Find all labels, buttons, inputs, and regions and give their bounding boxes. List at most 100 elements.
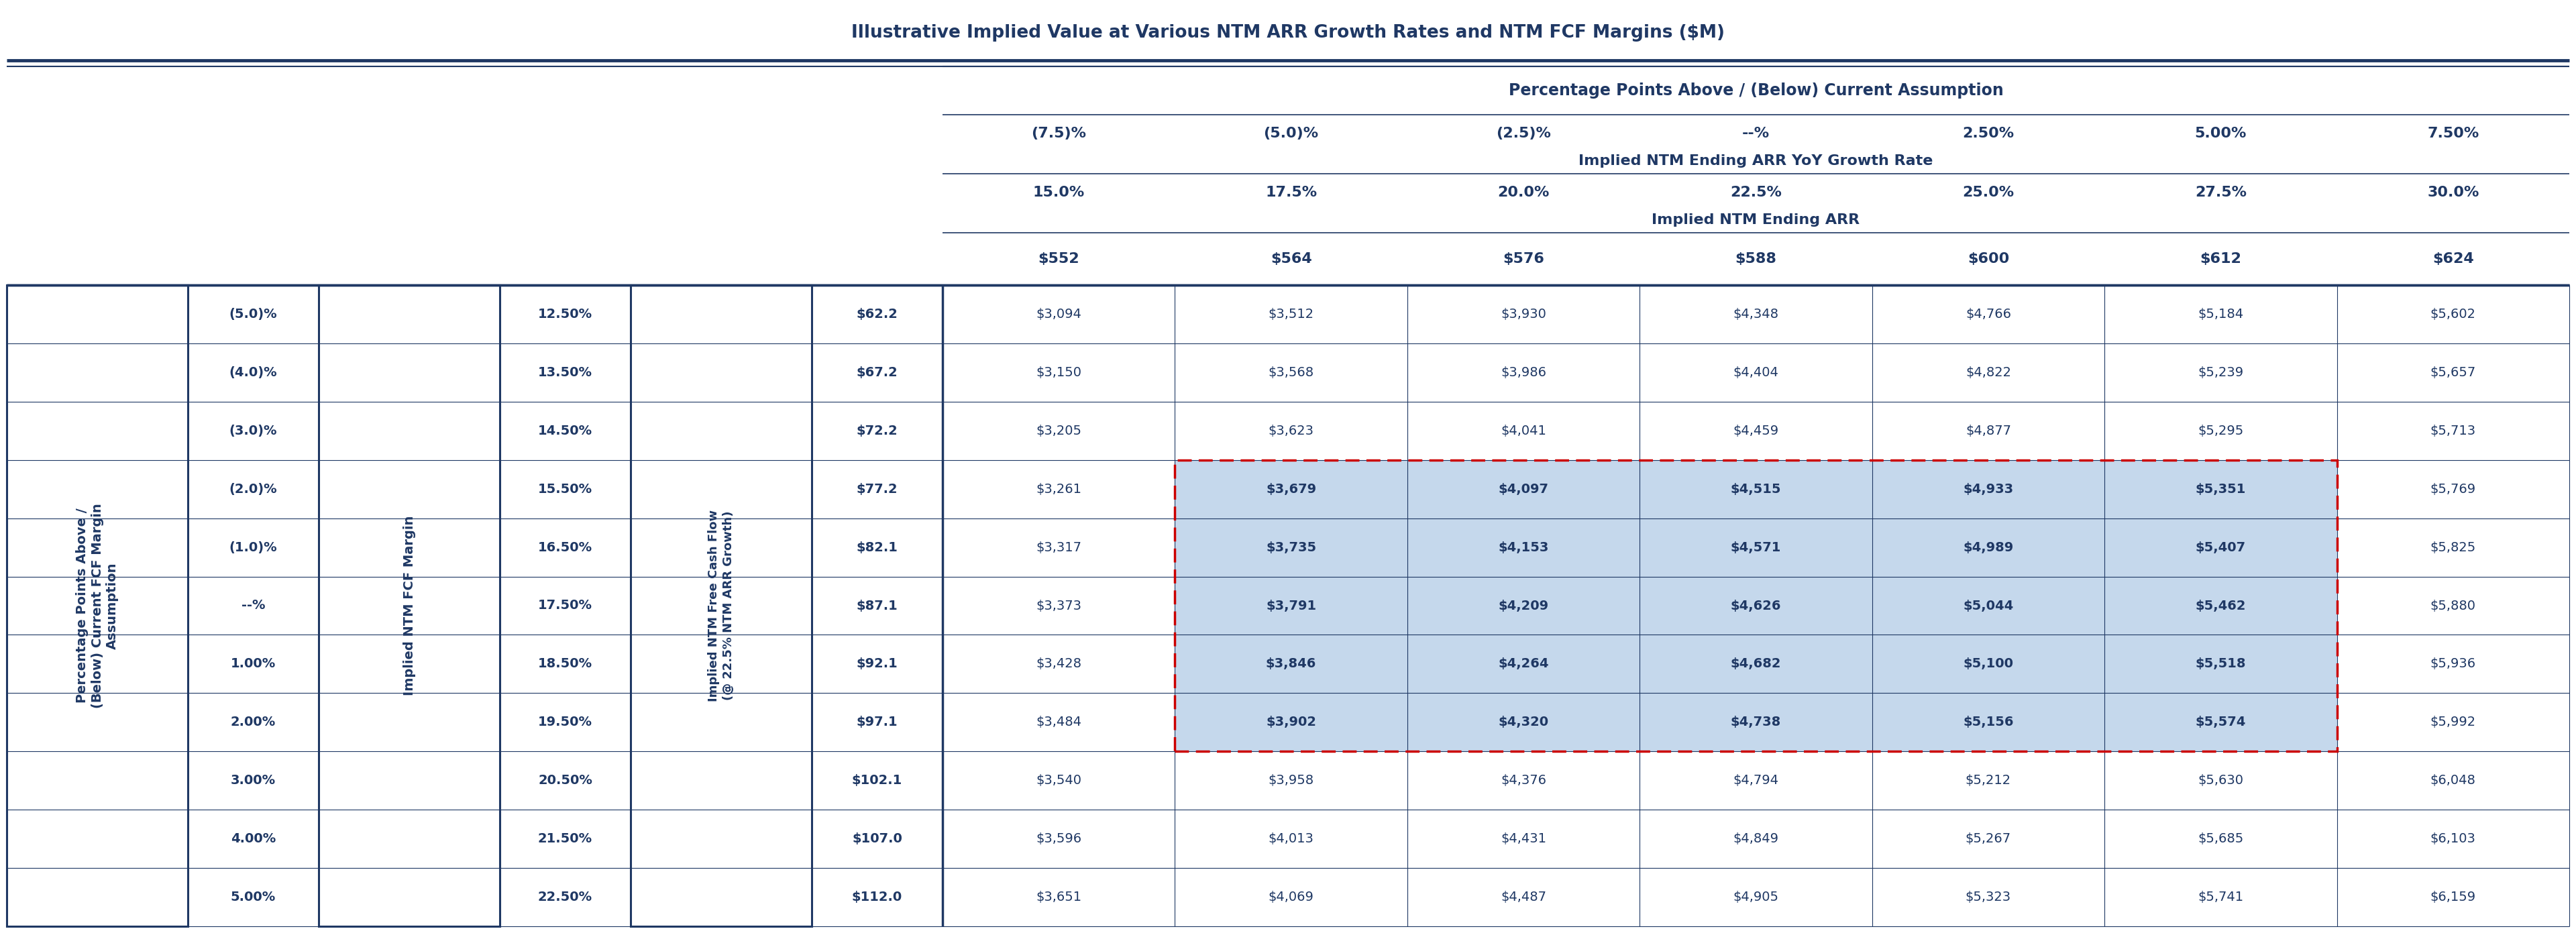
Text: $3,623: $3,623 — [1267, 425, 1314, 438]
Text: Percentage Points Above / (Below) Current Assumption: Percentage Points Above / (Below) Curren… — [1510, 82, 2004, 99]
Text: $3,791: $3,791 — [1265, 599, 1316, 612]
Text: 12.50%: 12.50% — [538, 308, 592, 321]
Text: $5,657: $5,657 — [2429, 366, 2476, 379]
Text: $5,462: $5,462 — [2195, 599, 2246, 612]
Text: 19.50%: 19.50% — [538, 716, 592, 729]
Text: (4.0)%: (4.0)% — [229, 366, 278, 379]
Text: 2.00%: 2.00% — [232, 716, 276, 729]
Text: $3,651: $3,651 — [1036, 891, 1082, 903]
Text: $97.1: $97.1 — [855, 716, 899, 729]
Text: (1.0)%: (1.0)% — [229, 541, 278, 554]
Text: $5,156: $5,156 — [1963, 716, 2014, 729]
Text: $82.1: $82.1 — [855, 541, 899, 554]
Text: $5,602: $5,602 — [2429, 308, 2476, 321]
Text: $4,933: $4,933 — [1963, 482, 2014, 495]
Text: 7.50%: 7.50% — [2427, 127, 2478, 140]
Text: $6,103: $6,103 — [2429, 832, 2476, 845]
Text: $77.2: $77.2 — [855, 482, 899, 495]
Text: $4,571: $4,571 — [1731, 541, 1780, 554]
Text: $5,044: $5,044 — [1963, 599, 2014, 612]
Text: --%: --% — [1741, 127, 1770, 140]
Text: $5,713: $5,713 — [2429, 425, 2476, 438]
Text: $4,041: $4,041 — [1502, 425, 1546, 438]
Text: --%: --% — [242, 599, 265, 612]
Text: $107.0: $107.0 — [853, 832, 902, 845]
Text: 27.5%: 27.5% — [2195, 186, 2246, 200]
Text: $4,069: $4,069 — [1267, 891, 1314, 903]
Text: (7.5)%: (7.5)% — [1030, 127, 1087, 140]
Bar — [1175, 460, 2336, 751]
Text: $5,992: $5,992 — [2429, 716, 2476, 729]
Text: 30.0%: 30.0% — [2427, 186, 2478, 200]
Text: $3,512: $3,512 — [1267, 308, 1314, 321]
Text: 13.50%: 13.50% — [538, 366, 592, 379]
Text: $5,630: $5,630 — [2197, 774, 2244, 787]
Text: 14.50%: 14.50% — [538, 425, 592, 438]
Text: $5,100: $5,100 — [1963, 658, 2014, 670]
Text: $5,880: $5,880 — [2429, 599, 2476, 612]
Text: $588: $588 — [1736, 252, 1777, 266]
Text: $4,320: $4,320 — [1499, 716, 1548, 729]
Text: Implied NTM FCF Margin: Implied NTM FCF Margin — [402, 516, 415, 696]
Text: (3.0)%: (3.0)% — [229, 425, 278, 438]
Text: 2.50%: 2.50% — [1963, 127, 2014, 140]
Text: $102.1: $102.1 — [853, 774, 902, 787]
Text: $5,825: $5,825 — [2429, 541, 2476, 554]
Text: $3,568: $3,568 — [1267, 366, 1314, 379]
Text: $3,902: $3,902 — [1265, 716, 1316, 729]
Text: $4,515: $4,515 — [1731, 482, 1780, 495]
Text: $3,540: $3,540 — [1036, 774, 1082, 787]
Text: $5,295: $5,295 — [2197, 425, 2244, 438]
Text: 1.00%: 1.00% — [232, 658, 276, 670]
Text: $3,930: $3,930 — [1502, 308, 1546, 321]
Text: Implied NTM Ending ARR YoY Growth Rate: Implied NTM Ending ARR YoY Growth Rate — [1579, 154, 1932, 167]
Text: (5.0)%: (5.0)% — [229, 308, 278, 321]
Text: 16.50%: 16.50% — [538, 541, 592, 554]
Text: $624: $624 — [2432, 252, 2473, 266]
Bar — [2105, 518, 2336, 577]
Text: 20.0%: 20.0% — [1497, 186, 1548, 200]
Text: 15.0%: 15.0% — [1033, 186, 1084, 200]
Text: 18.50%: 18.50% — [538, 658, 592, 670]
Text: $5,574: $5,574 — [2195, 716, 2246, 729]
Bar — [8, 285, 188, 926]
Text: $4,738: $4,738 — [1731, 716, 1780, 729]
Bar — [1641, 634, 1873, 693]
Text: 21.50%: 21.50% — [538, 832, 592, 845]
Text: $3,846: $3,846 — [1265, 658, 1316, 670]
Text: $112.0: $112.0 — [853, 891, 902, 903]
Text: $6,159: $6,159 — [2429, 891, 2476, 903]
Bar — [1641, 693, 1873, 751]
Text: $5,685: $5,685 — [2197, 832, 2244, 845]
Text: 17.5%: 17.5% — [1265, 186, 1316, 200]
Text: $67.2: $67.2 — [855, 366, 899, 379]
Text: $72.2: $72.2 — [855, 425, 899, 438]
Text: $564: $564 — [1270, 252, 1311, 266]
Text: $87.1: $87.1 — [855, 599, 899, 612]
Bar — [1175, 518, 1406, 577]
Text: $3,205: $3,205 — [1036, 425, 1082, 438]
Text: $3,373: $3,373 — [1036, 599, 1082, 612]
Text: $4,097: $4,097 — [1499, 482, 1548, 495]
Text: $600: $600 — [1968, 252, 2009, 266]
Text: $4,348: $4,348 — [1734, 308, 1777, 321]
Text: (2.5)%: (2.5)% — [1497, 127, 1551, 140]
Text: $3,679: $3,679 — [1265, 482, 1316, 495]
Text: $62.2: $62.2 — [855, 308, 899, 321]
Text: $612: $612 — [2200, 252, 2241, 266]
Bar — [1641, 577, 1873, 634]
Text: $4,404: $4,404 — [1734, 366, 1777, 379]
Text: 22.5%: 22.5% — [1731, 186, 1783, 200]
Bar — [1175, 460, 1406, 518]
Bar — [1175, 577, 1406, 634]
Text: $4,989: $4,989 — [1963, 541, 2014, 554]
Bar — [2105, 634, 2336, 693]
Text: 22.50%: 22.50% — [538, 891, 592, 903]
Bar — [1641, 518, 1873, 577]
Text: Implied NTM Free Cash Flow
(@ 22.5% NTM ARR Growth): Implied NTM Free Cash Flow (@ 22.5% NTM … — [708, 509, 734, 702]
Text: $576: $576 — [1502, 252, 1543, 266]
Text: $4,877: $4,877 — [1965, 425, 2012, 438]
Bar — [1175, 634, 1406, 693]
Text: $5,239: $5,239 — [2197, 366, 2244, 379]
Text: $5,351: $5,351 — [2195, 482, 2246, 495]
